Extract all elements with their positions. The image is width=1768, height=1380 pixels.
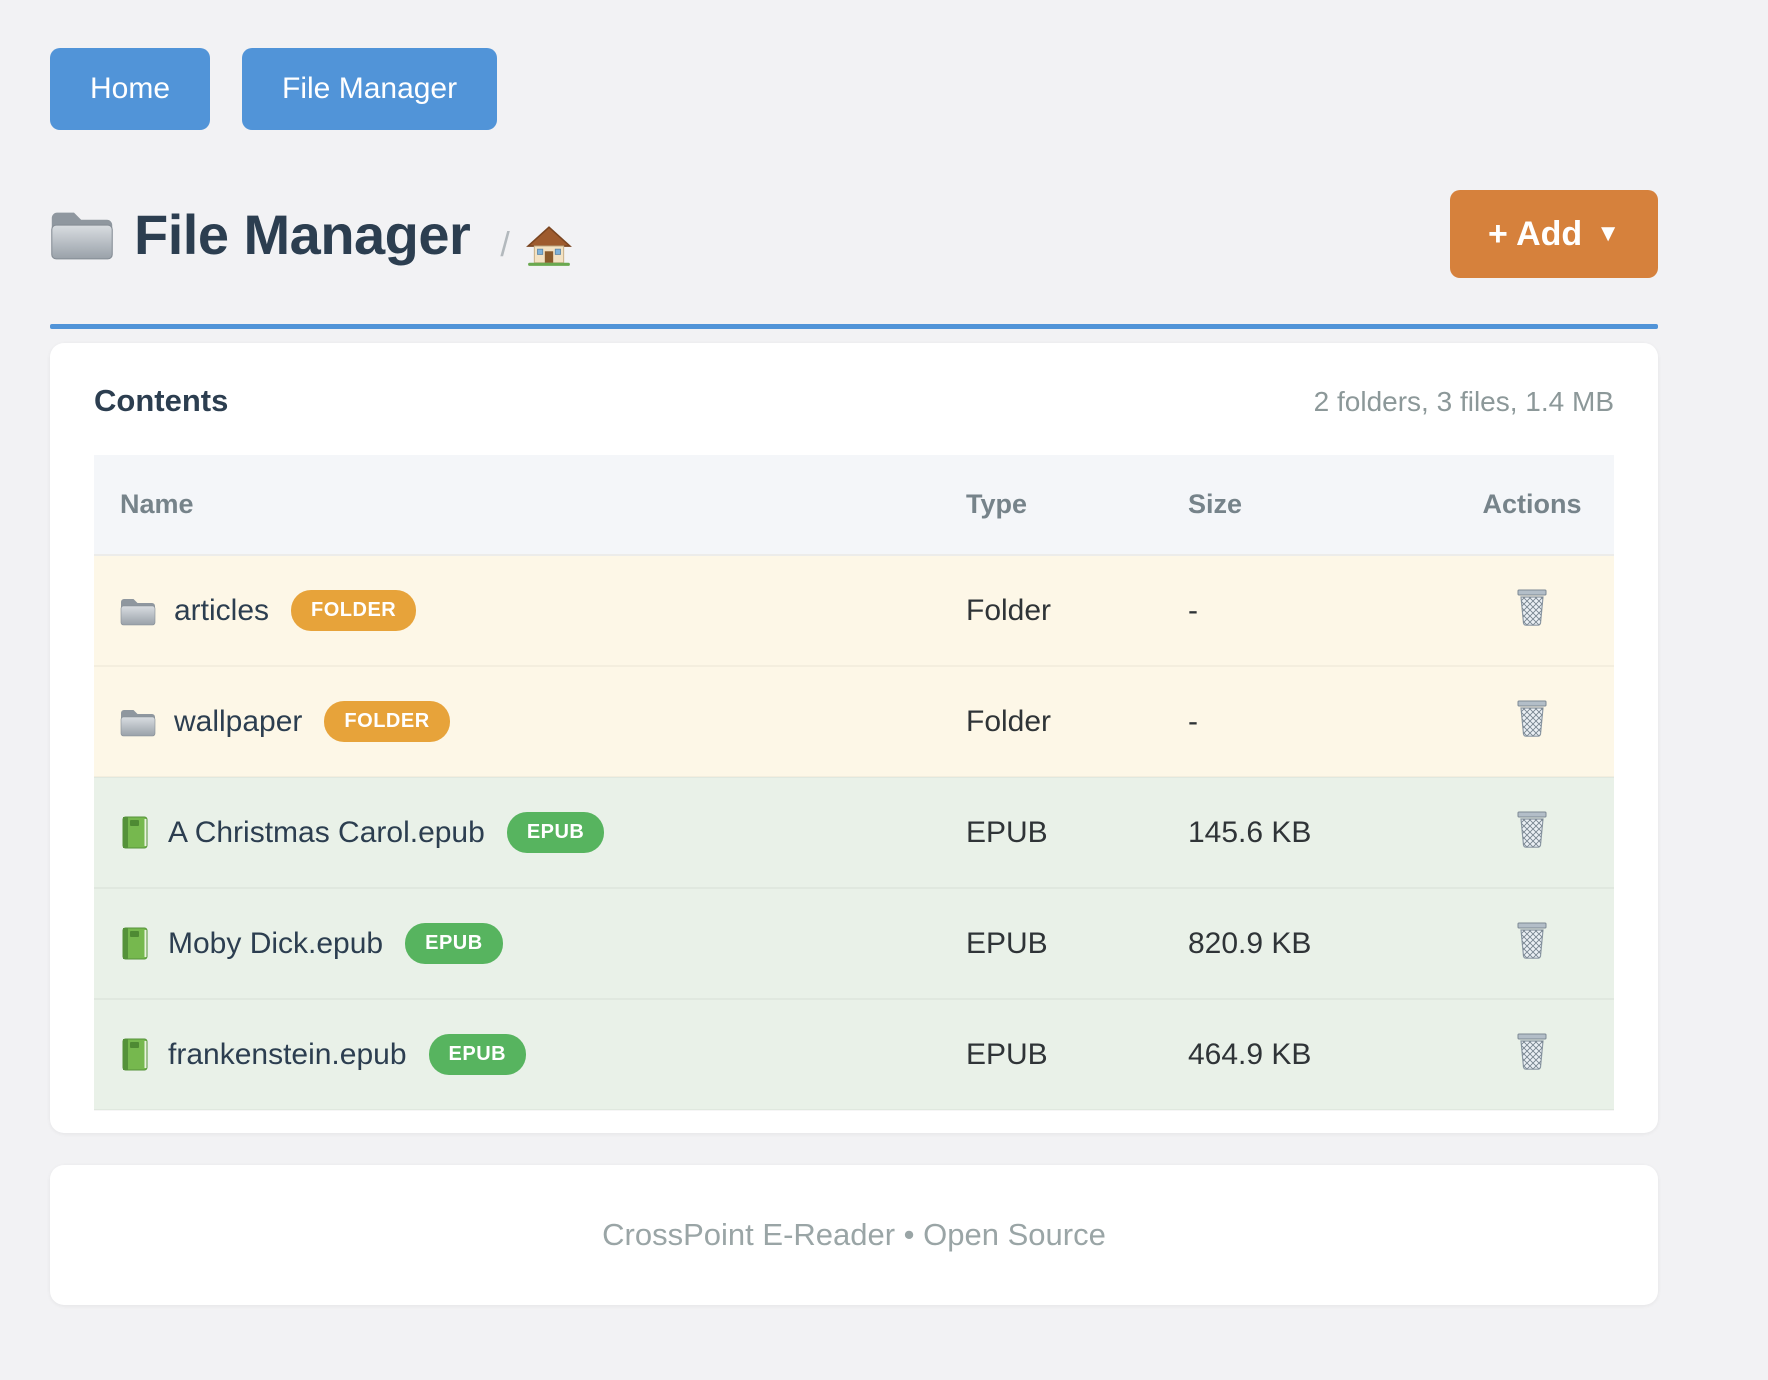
book-icon <box>120 816 150 850</box>
type-cell: Folder <box>966 593 1052 627</box>
delete-button[interactable] <box>1515 700 1549 741</box>
file-name-link[interactable]: A Christmas Carol.epub <box>168 815 485 849</box>
book-icon <box>120 1038 150 1072</box>
type-cell: EPUB <box>966 926 1048 960</box>
title-group: File Manager / <box>50 202 572 267</box>
name-cell: frankenstein.epub EPUB <box>94 1034 966 1075</box>
book-icon <box>120 927 150 961</box>
size-cell: 820.9 KB <box>1188 926 1312 960</box>
folder-name-link[interactable]: articles <box>174 593 270 627</box>
files-table: Name Type Size Actions <box>94 455 1614 1111</box>
trash-icon <box>1515 700 1549 741</box>
table-row: frankenstein.epub EPUB EPUB 464.9 KB <box>94 999 1614 1110</box>
delete-button[interactable] <box>1515 922 1549 963</box>
caret-down-icon: ▼ <box>1596 220 1620 247</box>
column-header-type: Type <box>966 455 1188 556</box>
type-cell: Folder <box>966 704 1052 738</box>
delete-button[interactable] <box>1515 589 1549 630</box>
top-navigation: Home File Manager <box>50 0 1658 130</box>
contents-card: Contents 2 folders, 3 files, 1.4 MB Name… <box>50 343 1658 1133</box>
table-row: A Christmas Carol.epub EPUB EPUB 145.6 K… <box>94 777 1614 888</box>
name-cell: wallpaper FOLDER <box>94 701 966 742</box>
epub-badge: EPUB <box>405 923 503 964</box>
folder-icon <box>120 707 156 737</box>
breadcrumb-separator: / <box>500 225 510 264</box>
table-body: articles FOLDER Folder - <box>94 555 1614 1110</box>
table-row: articles FOLDER Folder - <box>94 555 1614 666</box>
folder-badge: FOLDER <box>291 590 417 631</box>
type-cell: EPUB <box>966 815 1048 849</box>
type-cell: EPUB <box>966 1037 1048 1071</box>
contents-card-header: Contents 2 folders, 3 files, 1.4 MB <box>94 383 1614 419</box>
trash-icon <box>1515 1033 1549 1074</box>
add-button-label: + Add <box>1488 214 1583 253</box>
column-header-actions: Actions <box>1450 455 1614 556</box>
column-header-size: Size <box>1188 455 1450 556</box>
column-header-name: Name <box>94 455 966 556</box>
nav-file-manager-button[interactable]: File Manager <box>242 48 498 130</box>
file-name-link[interactable]: Moby Dick.epub <box>168 926 384 960</box>
breadcrumb: / <box>500 224 572 266</box>
folder-name-link[interactable]: wallpaper <box>174 704 303 738</box>
epub-badge: EPUB <box>428 1034 527 1075</box>
epub-badge: EPUB <box>506 812 605 853</box>
table-row: Moby Dick.epub EPUB EPUB 820.9 KB <box>94 888 1614 999</box>
size-cell: 145.6 KB <box>1188 815 1312 849</box>
size-cell: 464.9 KB <box>1188 1037 1312 1071</box>
header-divider <box>50 324 1658 329</box>
nav-home-button[interactable]: Home <box>50 48 211 130</box>
trash-icon <box>1515 589 1549 630</box>
name-cell: Moby Dick.epub EPUB <box>94 923 966 964</box>
name-cell: A Christmas Carol.epub EPUB <box>94 812 966 853</box>
folder-icon <box>50 207 114 261</box>
size-cell: - <box>1188 704 1198 738</box>
name-cell: articles FOLDER <box>94 590 966 631</box>
footer-text: CrossPoint E-Reader • Open Source <box>602 1217 1106 1252</box>
footer-card: CrossPoint E-Reader • Open Source <box>50 1165 1658 1305</box>
delete-button[interactable] <box>1515 811 1549 852</box>
size-cell: - <box>1188 593 1198 627</box>
contents-title: Contents <box>94 383 229 418</box>
delete-button[interactable] <box>1515 1033 1549 1074</box>
house-icon[interactable] <box>525 224 572 266</box>
page: Home File Manager File Manager / <box>50 0 1658 1305</box>
folder-badge: FOLDER <box>324 701 450 742</box>
add-button[interactable]: + Add ▼ <box>1450 190 1658 278</box>
file-name-link[interactable]: frankenstein.epub <box>168 1037 407 1071</box>
folder-icon <box>120 596 156 626</box>
page-title: File Manager <box>134 202 471 266</box>
table-header: Name Type Size Actions <box>94 455 1614 556</box>
contents-summary: 2 folders, 3 files, 1.4 MB <box>1313 386 1614 417</box>
table-row: wallpaper FOLDER Folder - <box>94 666 1614 777</box>
trash-icon <box>1515 811 1549 852</box>
page-header: File Manager / + Add ▼ <box>50 190 1658 278</box>
trash-icon <box>1515 922 1549 963</box>
